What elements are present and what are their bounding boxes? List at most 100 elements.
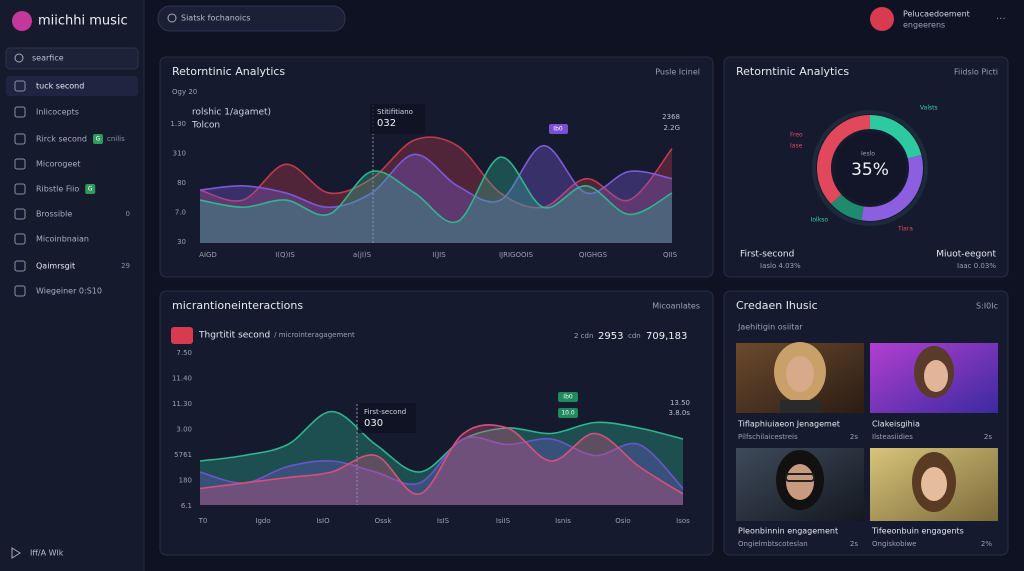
nav-icon xyxy=(14,183,26,195)
stat: 2953 xyxy=(598,331,623,342)
x-tick-label: Osio xyxy=(615,517,630,525)
menu-dots[interactable]: ··· xyxy=(996,14,1006,25)
y-tick-label: 11.30 xyxy=(172,400,192,408)
y-tick-label: 1.30 xyxy=(170,120,186,128)
account-title: Pelucaedoement xyxy=(903,10,970,19)
side-note: 3.8.0s xyxy=(669,409,691,417)
x-tick-label: I(Q)IS xyxy=(275,251,295,259)
stat-title: Miuot-eegont xyxy=(936,250,996,260)
account-subtitle: engeerens xyxy=(903,21,945,30)
area-line xyxy=(199,136,673,209)
nav-item[interactable]: Micorogeet xyxy=(36,160,80,169)
nav-icon xyxy=(14,285,26,297)
chart-badge-text: 10.0 xyxy=(561,410,575,417)
x-tick-label: QIGHGS xyxy=(579,251,608,259)
card-count: 2s xyxy=(850,540,858,548)
y-tick-label: 180 xyxy=(179,477,192,485)
nav-item[interactable]: tuck second xyxy=(36,82,84,91)
panel-corner: Fiidslo Picti xyxy=(954,68,998,77)
nav-badge-text: G xyxy=(88,186,93,193)
y-tick-label: 11.40 xyxy=(172,375,192,383)
photo[interactable] xyxy=(736,342,864,413)
photo[interactable] xyxy=(870,343,998,413)
search-icon xyxy=(14,53,24,63)
nav-badge xyxy=(85,184,96,194)
donut-segment xyxy=(831,194,864,221)
track-icon xyxy=(171,327,193,344)
logo-icon xyxy=(12,11,32,31)
area xyxy=(200,145,672,243)
area-line xyxy=(199,156,673,224)
area-line xyxy=(199,410,684,473)
area-line xyxy=(199,144,673,209)
search-icon xyxy=(167,13,177,23)
face xyxy=(786,356,814,392)
nav-note: 0 xyxy=(126,210,130,218)
x-tick-label: Isnis xyxy=(555,517,571,525)
nav-icon xyxy=(14,158,26,170)
stat: 709,183 xyxy=(646,331,687,342)
nav-item[interactable]: Brossible xyxy=(36,210,72,219)
side-note: 2.2G xyxy=(663,124,680,132)
nav-icon xyxy=(14,80,26,92)
chart-badge xyxy=(549,124,568,134)
area xyxy=(200,437,683,505)
chart-badge-text: Ib0 xyxy=(553,126,563,133)
account-icon[interactable] xyxy=(870,7,894,31)
chart-badge xyxy=(558,392,578,402)
stat: cdn xyxy=(628,332,641,340)
y-tick-label: 5761 xyxy=(174,451,192,459)
panel-title: Retorntinic Analytics xyxy=(736,65,849,78)
nav-item[interactable]: Micoinbnaian xyxy=(36,235,89,244)
card-meta: Pilfschilaicestreis xyxy=(738,433,798,441)
nav-item[interactable]: Qaimrsgit xyxy=(36,262,75,271)
card-meta: Ongielmbtscoteslan xyxy=(738,540,808,548)
annotation-value: 032 xyxy=(377,118,396,129)
x-tick-label: Igdo xyxy=(255,517,270,525)
nav-item[interactable]: Wiegeiner 0:S10 xyxy=(36,287,102,296)
top-search-text: Siatsk fochanoics xyxy=(181,14,251,23)
panel-subtitle-note: / microinteragagement xyxy=(274,331,355,339)
x-tick-label: IsIS xyxy=(437,517,450,525)
callout: Iolkso xyxy=(811,217,829,224)
stat-value: Iaac 0.03% xyxy=(957,262,996,270)
nav-icon xyxy=(14,208,26,220)
sidebar-search[interactable] xyxy=(5,47,139,70)
side-note: 2368 xyxy=(662,113,680,121)
nav-item[interactable]: Inlicocepts xyxy=(36,108,79,117)
panel xyxy=(159,290,714,556)
y-tick-label: 3.00 xyxy=(176,426,192,434)
sidebar-search-text: searfice xyxy=(32,54,64,63)
chart-badge-text: Ib0 xyxy=(563,394,573,401)
card-title: Clakeisgihia xyxy=(872,420,920,429)
annotation-box xyxy=(358,403,416,433)
photo[interactable] xyxy=(736,448,864,521)
panel-subtitle: Ogy 20 xyxy=(172,88,197,96)
donut-caption: Ieslo xyxy=(861,151,875,158)
y-tick-label: 310 xyxy=(173,150,186,158)
nav-item[interactable]: Ribstle Fiio xyxy=(36,185,79,194)
x-tick-label: IsiIS xyxy=(496,517,511,525)
area xyxy=(200,424,683,505)
callout: Freo xyxy=(790,132,803,139)
glasses xyxy=(785,473,815,482)
card-count: 2s xyxy=(984,433,992,441)
top-search[interactable] xyxy=(157,5,346,32)
card-count: 2% xyxy=(981,540,992,548)
ring-inner xyxy=(834,132,906,204)
panel-title: micrantioneinteractions xyxy=(172,299,303,312)
card-meta: Ilsteasiidies xyxy=(872,433,913,441)
card-count: 2s xyxy=(850,433,858,441)
panel-corner: Pusle Icinel xyxy=(655,68,700,77)
nav-item[interactable]: Rirck second xyxy=(36,135,87,144)
nav-note: 29 xyxy=(121,262,130,270)
annotation-box xyxy=(370,104,425,134)
x-tick-label: IJRIGOOIS xyxy=(499,251,534,259)
play-icon[interactable] xyxy=(11,547,21,559)
nav-badge xyxy=(93,134,103,144)
card-meta: Ongiskobiwe xyxy=(872,540,917,548)
photo[interactable] xyxy=(870,448,998,521)
nav-icon xyxy=(14,233,26,245)
body xyxy=(780,400,820,413)
panel-title: Credaen Ihusic xyxy=(736,299,818,312)
